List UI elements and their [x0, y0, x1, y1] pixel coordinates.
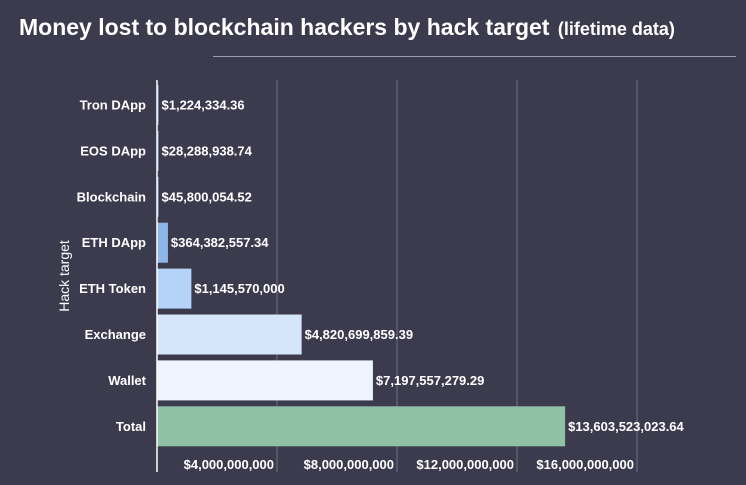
category-label: ETH Token: [79, 281, 146, 296]
value-labels: $1,224,334.36 $28,288,938.74 $45,800,054.5…: [162, 98, 685, 434]
bar-eth-token: [157, 268, 192, 309]
category-label: ETH DApp: [82, 235, 146, 250]
bar-exchange: [157, 314, 302, 355]
bar-eth-dapp: [157, 222, 168, 263]
value-label: $1,224,334.36: [162, 98, 245, 113]
x-tick-label: $4,000,000,000: [184, 457, 274, 472]
y-axis-title: Hack target: [56, 240, 72, 312]
category-labels: Tron DApp EOS DApp Blockchain ETH DApp ETH T…: [77, 98, 147, 434]
chart-title-main: Money lost to blockchain hackers by hack…: [19, 14, 550, 40]
chart-title: Money lost to blockchain hackers by hack…: [19, 14, 675, 41]
value-label: $28,288,938.74: [162, 143, 253, 158]
bar-wallet: [157, 360, 373, 401]
x-tick-labels: $4,000,000,000 $8,000,000,000 $12,000,000,…: [184, 457, 634, 472]
x-tick-label: $12,000,000,000: [416, 457, 514, 472]
category-label: Total: [116, 419, 146, 434]
category-label: Exchange: [85, 327, 146, 342]
value-label: $1,145,570,000: [194, 281, 284, 296]
x-tick-label: $16,000,000,000: [536, 457, 634, 472]
value-label: $13,603,523,023.64: [568, 419, 684, 434]
value-label: $45,800,054.52: [162, 189, 252, 204]
value-label: $7,197,557,279.29: [376, 373, 484, 388]
category-label: Wallet: [108, 373, 146, 388]
value-label: $4,820,699,859.39: [305, 327, 413, 342]
category-label: Tron DApp: [80, 98, 146, 113]
value-label: $364,382,557.34: [171, 235, 269, 250]
category-label: Blockchain: [77, 189, 146, 204]
title-divider: [213, 56, 736, 57]
bar-total: [157, 406, 566, 447]
category-label: EOS DApp: [80, 143, 146, 158]
x-tick-label: $8,000,000,000: [304, 457, 394, 472]
bars: [157, 85, 566, 447]
chart-subtitle: (lifetime data): [557, 19, 675, 39]
